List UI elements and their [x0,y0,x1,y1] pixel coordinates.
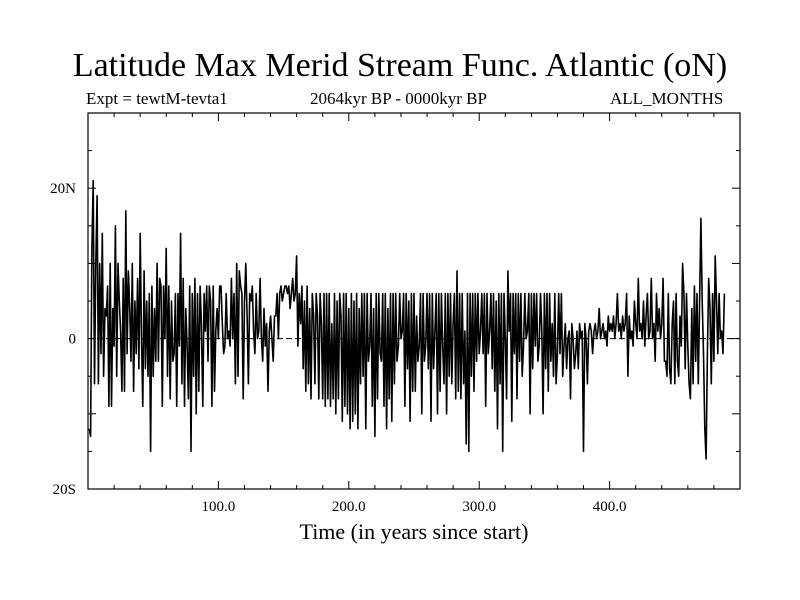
x-tick-label: 300.0 [462,499,496,515]
series-line [88,179,726,460]
y-tick-label: 20N [50,181,76,197]
experiment-label: Expt = tewtM-tevta1 [86,89,228,108]
time-range-label: 2064kyr BP - 0000kyr BP [310,89,487,108]
x-axis-label: Time (in years since start) [299,519,529,544]
y-tick-label: 20S [53,482,76,498]
months-label: ALL_MONTHS [610,89,724,108]
x-tick-label: 400.0 [593,499,627,515]
x-tick-label: 200.0 [332,499,366,515]
y-tick-label: 0 [69,332,77,348]
x-tick-label: 100.0 [202,499,236,515]
plot-frame [87,112,741,490]
chart-title: Latitude Max Merid Stream Func. Atlantic… [72,47,728,84]
